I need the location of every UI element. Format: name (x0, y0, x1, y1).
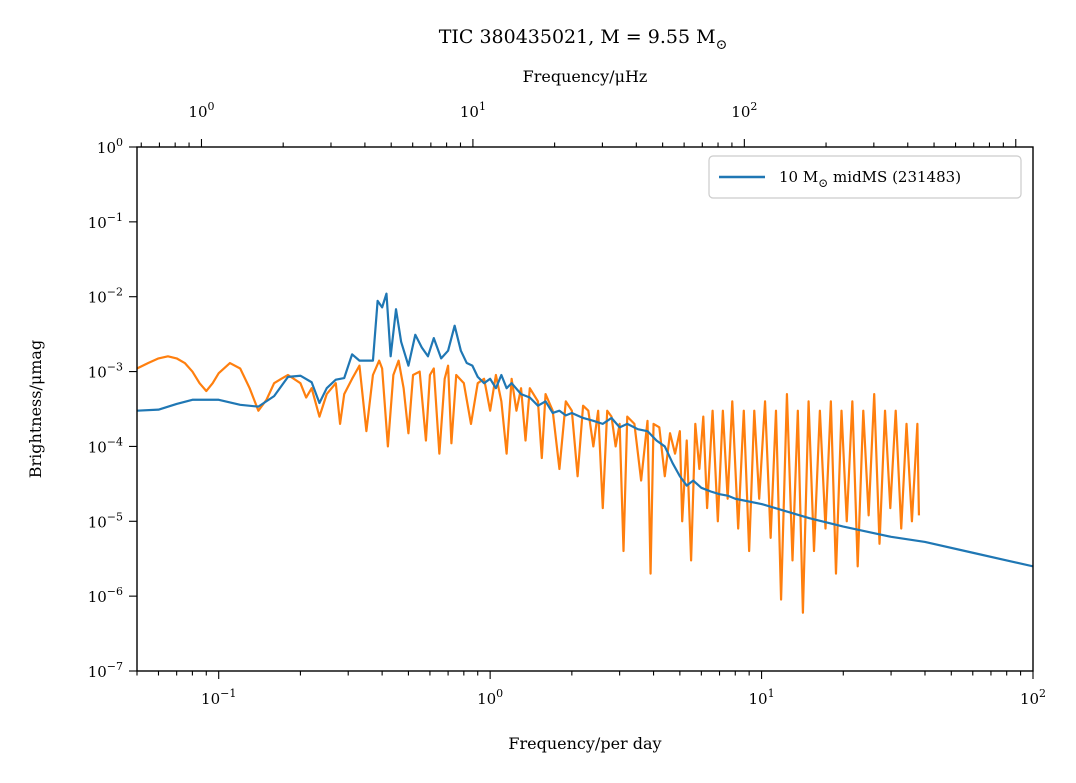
y-tick-label: 10−3 (88, 361, 123, 382)
chart-title: TIC 380435021, M = 9.55 M⊙ (439, 26, 728, 53)
y-axis-label: Brightness/μmag (26, 340, 45, 478)
top-tick-label: 102 (731, 100, 757, 121)
x-tick-label: 10−1 (201, 687, 236, 708)
top-tick-label: 101 (460, 100, 486, 121)
x-axis-label: Frequency/per day (508, 734, 661, 753)
x-tick-label: 100 (477, 687, 503, 708)
series-line-blue (137, 292, 1033, 568)
x-tick-label: 101 (749, 687, 775, 708)
y-tick-label: 10−4 (88, 435, 123, 456)
y-tick-label: 10−5 (88, 510, 123, 531)
x-tick-label: 102 (1020, 687, 1046, 708)
y-tick-label: 100 (97, 136, 123, 157)
legend-box (708, 155, 1022, 199)
series-line-orange (137, 355, 921, 614)
y-tick-label: 10−6 (88, 585, 123, 606)
legend-label: 10 M⊙ midMS (231483) (779, 168, 961, 190)
y-tick-label: 10−2 (88, 286, 123, 307)
plot-area: 10−1 100 101 102 100 101 102 100 10−1 10−2 10−3 10−… (88, 100, 1046, 708)
plot-frame (136, 146, 1034, 672)
y-tick-label: 10−7 (88, 660, 123, 681)
legend: 10 M⊙ midMS (231483) (708, 155, 1022, 199)
series-layer (137, 292, 1033, 614)
tick-layer: 10−1 100 101 102 100 101 102 100 10−1 10−2 10−3 10−… (88, 100, 1046, 708)
top-tick-label: 100 (188, 100, 214, 121)
top-axis-label: Frequency/μHz (523, 67, 648, 86)
y-tick-label: 10−1 (88, 211, 123, 232)
